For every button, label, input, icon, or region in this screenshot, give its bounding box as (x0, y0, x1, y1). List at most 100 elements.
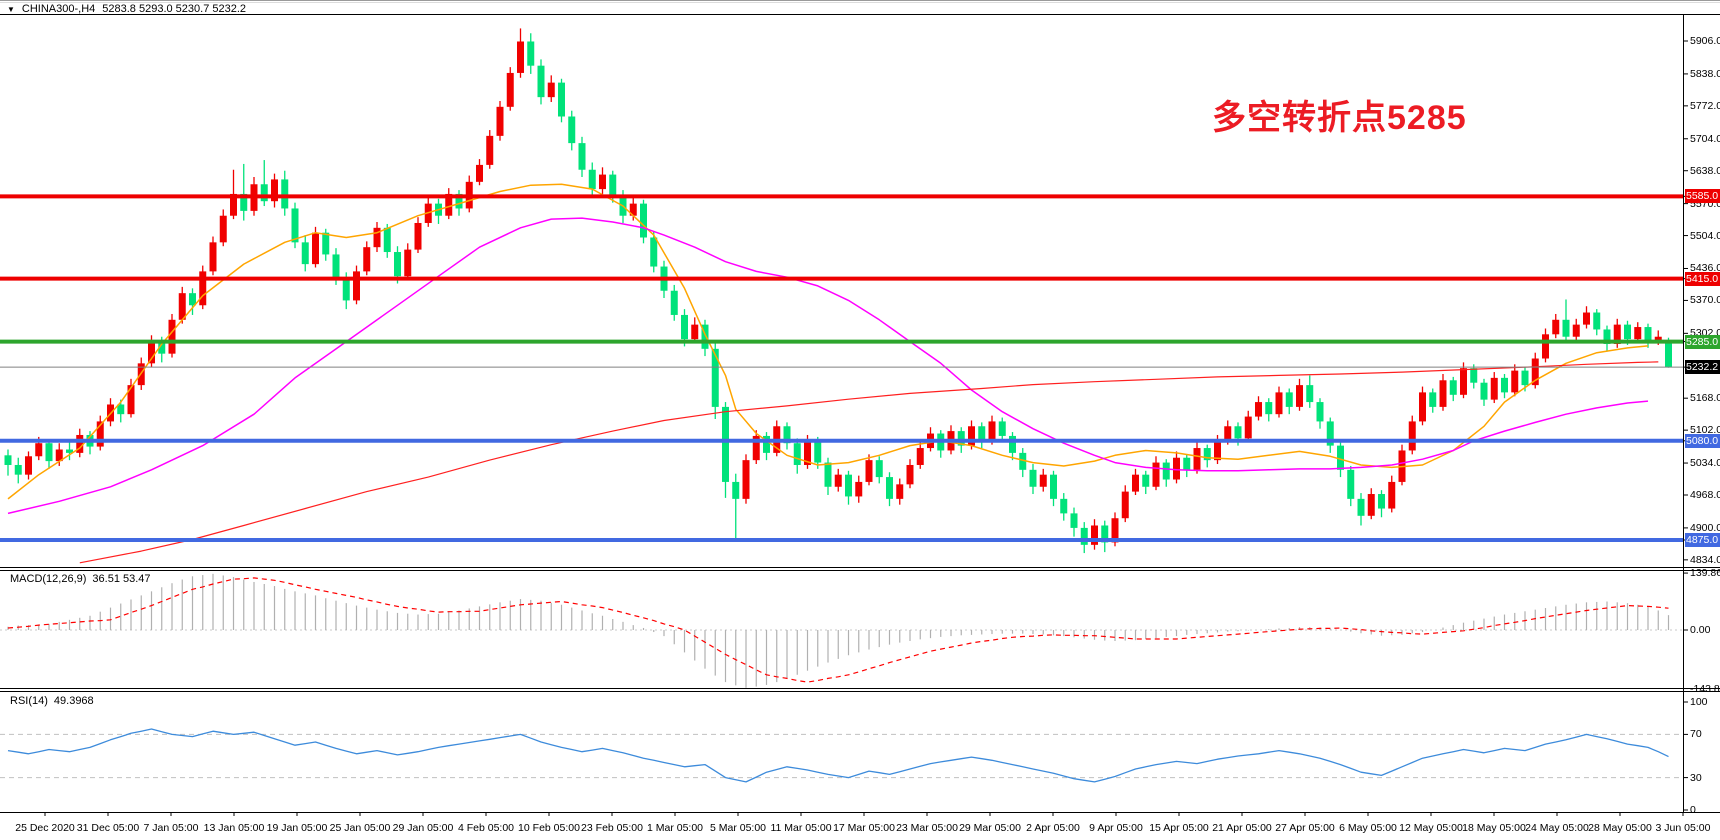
candle-bear (1009, 435, 1016, 453)
candle-bull (312, 232, 319, 265)
candle-bear (322, 232, 330, 255)
candle-bear (1306, 385, 1314, 403)
candle-bull (1542, 334, 1549, 359)
x-axis-label-13: 17 Mar 05:00 (833, 822, 895, 834)
x-axis-label-12: 11 Mar 05:00 (770, 822, 832, 834)
price-tick-5436.0: 5436.0 (1690, 262, 1720, 275)
x-axis-label-20: 27 Apr 05:00 (1275, 822, 1335, 834)
candle-bull (476, 164, 483, 182)
price-tick-5034.0: 5034.0 (1690, 457, 1720, 470)
candle-bull (1244, 416, 1252, 439)
candle-bear (260, 184, 268, 202)
x-axis-label-9: 23 Feb 05:00 (581, 822, 643, 834)
candle-bear (1593, 312, 1601, 330)
candle-bear (1183, 457, 1191, 470)
candle-bear (45, 443, 53, 462)
candle-bear (845, 474, 852, 497)
candle-bear (578, 143, 586, 170)
candle-bull (865, 460, 873, 482)
candle-bull (517, 41, 524, 73)
candle-bull (353, 271, 360, 301)
x-axis-label-25: 28 May 05:00 (1588, 822, 1652, 834)
rsi-indicator-label: RSI(14) 49.3968 (10, 695, 94, 707)
candle-bear (1357, 498, 1365, 516)
rsi-tick-0: 0 (1690, 804, 1696, 816)
candle-bull (1613, 324, 1621, 344)
price-label-4875.0: 4875.0 (1685, 533, 1720, 547)
price-tick-4968.0: 4968.0 (1690, 488, 1720, 501)
candle-bear (640, 203, 647, 238)
candle-bear (1285, 392, 1293, 407)
candle-bull (404, 249, 412, 277)
candle-bear (1203, 448, 1211, 461)
candle-bull (1152, 462, 1160, 487)
candle-bear (1101, 525, 1109, 543)
candle-bear (240, 193, 248, 211)
rsi-tick-70: 70 (1690, 728, 1702, 741)
candle-bear (66, 449, 73, 453)
x-axis-label-2: 7 Jan 05:00 (143, 822, 199, 834)
price-tick-5638.0: 5638.0 (1690, 164, 1720, 177)
candle-bull (230, 193, 237, 216)
macd-tick-139.86: 139.86 (1690, 567, 1720, 580)
price-label-5415.0: 5415.0 (1685, 271, 1720, 286)
candle-bear (650, 237, 658, 267)
price-tick-5906.0: 5906.0 (1690, 35, 1720, 47)
candle-bull (1654, 336, 1662, 342)
candle-bear (722, 406, 729, 482)
candle-bear (537, 65, 545, 98)
candle-bull (1490, 377, 1498, 400)
candle-bull (486, 135, 494, 165)
candle-bear (1234, 426, 1242, 439)
candle-bear (342, 278, 350, 301)
candle-bull (178, 293, 186, 320)
candle-bull (1388, 481, 1396, 509)
macd-name: MACD(12,26,9) (10, 573, 87, 585)
candle-bull (988, 421, 996, 441)
x-axis-label-10: 1 Mar 05:00 (646, 822, 704, 834)
symbol-dropdown-icon[interactable]: ▼ (7, 4, 15, 14)
candle-bull (1552, 319, 1560, 335)
candle-bull (855, 481, 863, 497)
candle-bear (1162, 462, 1170, 480)
candle-bull (373, 227, 381, 248)
macd-values: 36.51 53.47 (92, 573, 151, 585)
candle-bear (763, 435, 770, 453)
candle-bull (55, 449, 63, 462)
x-axis-label-22: 12 May 05:00 (1399, 822, 1463, 834)
candle-bull (1531, 358, 1539, 386)
candle-bull (629, 203, 637, 216)
candle-bear (814, 440, 822, 463)
candle-bull (127, 385, 135, 415)
candle-bull (834, 474, 842, 487)
candle-bull (1173, 457, 1180, 480)
chart-titlebar: ▼ CHINA300-,H4 5283.8 5293.0 5230.7 5232… (7, 3, 246, 15)
candle-bear (978, 426, 986, 441)
price-tick-5838.0: 5838.0 (1690, 67, 1720, 80)
ohlc-values-label: 5283.8 5293.0 5230.7 5232.2 (102, 3, 247, 15)
rsi-tick-100: 100 (1690, 696, 1708, 708)
candle-bear (701, 324, 709, 349)
x-axis-label-1: 31 Dec 05:00 (76, 822, 140, 834)
candle-bear (886, 477, 893, 499)
candle-bull (199, 271, 207, 306)
candle-bull (1439, 380, 1447, 407)
candle-bull (496, 106, 504, 136)
candle-bull (752, 435, 760, 461)
price-label-5585.0: 5585.0 (1685, 189, 1720, 204)
candle-bear (1378, 494, 1385, 509)
candle-bull (506, 72, 514, 107)
rsi-tick-30: 30 (1690, 771, 1702, 784)
candle-bull (414, 222, 422, 250)
candle-bear (1480, 382, 1488, 400)
candle-bull (1511, 370, 1519, 393)
candle-bear (1562, 319, 1570, 337)
x-axis-label-17: 9 Apr 05:00 (1089, 822, 1143, 834)
candle-bear (1501, 377, 1508, 393)
candle-bull (1296, 385, 1303, 407)
price-tick-5168.0: 5168.0 (1690, 392, 1720, 405)
candle-bull (1419, 392, 1426, 422)
candle-bull (1408, 421, 1416, 451)
candle-bear (301, 242, 309, 265)
